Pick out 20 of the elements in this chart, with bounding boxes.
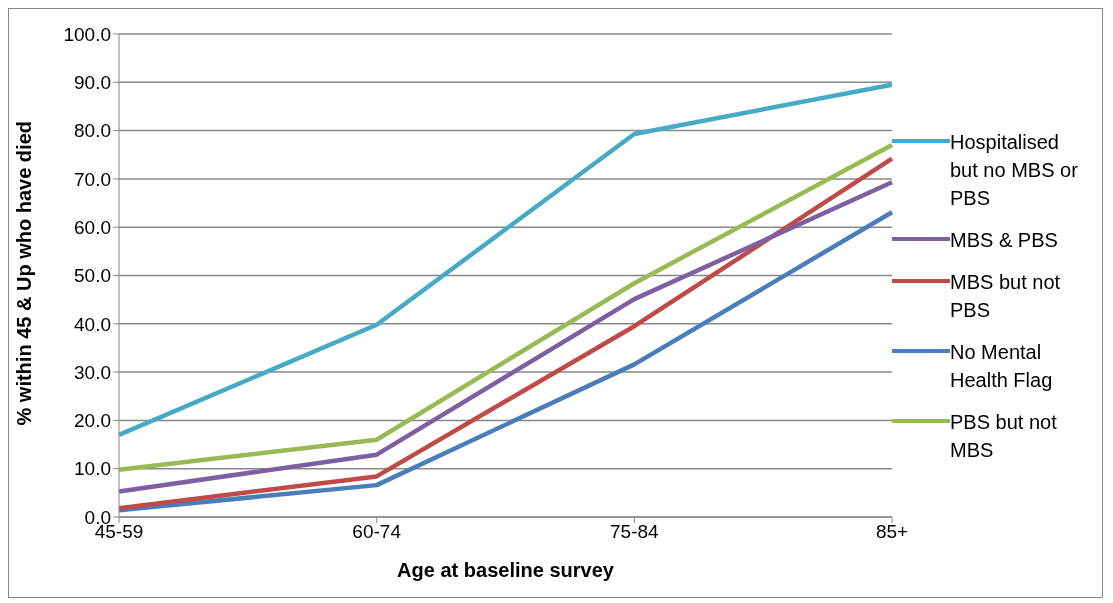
legend-label: MBS but not PBS (950, 270, 1062, 323)
y-tick-label: 60.0 (74, 216, 111, 238)
x-axis-title: Age at baseline survey (397, 559, 615, 581)
y-axis-title: % within 45 & Up who have died (13, 121, 36, 426)
y-tick-label: 70.0 (74, 168, 111, 190)
y-tick-label: 30.0 (74, 361, 111, 383)
legend-label: PBS but not MBS (950, 410, 1058, 463)
y-tick-label: 80.0 (74, 120, 111, 142)
legend-label: No Mental Health Flag (950, 340, 1054, 393)
x-tick-label: 60-74 (352, 521, 402, 543)
y-tick-label: 40.0 (74, 313, 111, 335)
x-tick-label: 85+ (875, 521, 909, 543)
y-tick-label: 100.0 (63, 23, 111, 45)
y-tick-label: 10.0 (74, 458, 111, 480)
legend-label: MBS & PBS (950, 228, 1058, 253)
x-tick-label: 75-84 (610, 521, 660, 543)
legend-label: Hospitalised but no MBS or PBS (950, 130, 1079, 211)
y-tick-label: 20.0 (74, 410, 111, 432)
y-tick-label: 50.0 (74, 265, 111, 287)
y-tick-label: 90.0 (74, 72, 111, 94)
